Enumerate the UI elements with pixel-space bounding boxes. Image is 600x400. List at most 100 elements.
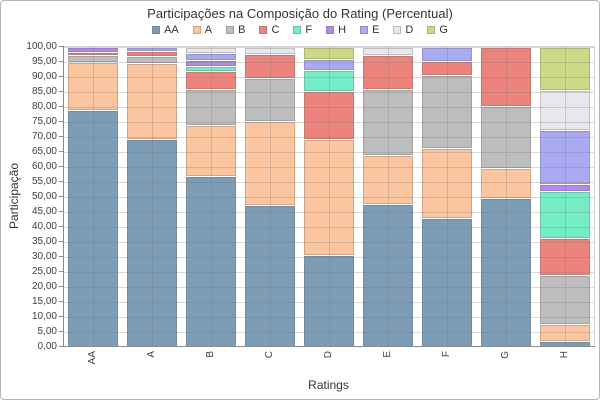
legend-label-D: D xyxy=(405,24,414,36)
legend-label-H: H xyxy=(338,24,347,36)
legend: AA A B C F H E D G xyxy=(1,24,599,36)
y-tick-label-40: 40,00 xyxy=(31,221,57,232)
bar-segment-H-B xyxy=(539,276,590,325)
bar-segment-B-C xyxy=(185,72,236,89)
y-tick-label-85: 85,00 xyxy=(31,86,57,97)
legend-swatch-D xyxy=(393,26,402,34)
bar-segment-A-B xyxy=(126,57,177,63)
bar-segment-AA-C xyxy=(67,52,118,56)
bar-segment-A-AA xyxy=(126,139,177,347)
chart-title: Participações na Composição do Rating (P… xyxy=(147,6,453,21)
legend-item-A: A xyxy=(192,24,213,36)
y-tick-mark xyxy=(59,91,63,92)
legend-swatch-A xyxy=(192,26,201,34)
bar-segment-H-AA xyxy=(539,342,590,347)
bar-segment-F-A xyxy=(421,148,472,218)
legend-item-D: D xyxy=(393,24,413,36)
bar-segment-H-F xyxy=(539,192,590,238)
bar-segment-AA-A xyxy=(67,63,118,110)
bar-segment-AA-AA xyxy=(67,111,118,347)
y-tick-mark xyxy=(59,346,63,347)
y-tick-mark xyxy=(59,136,63,137)
legend-swatch-C xyxy=(259,26,268,34)
bar-segment-AA-H xyxy=(67,48,118,52)
y-tick-label-20: 20,00 xyxy=(31,281,57,292)
y-tick-mark xyxy=(59,121,63,122)
y-tick-mark xyxy=(59,181,63,182)
bar-segment-C-A xyxy=(244,122,295,206)
bar-segment-AA-B xyxy=(67,56,118,62)
legend-swatch-F xyxy=(293,26,302,34)
y-tick-mark xyxy=(59,256,63,257)
legend-swatch-AA xyxy=(152,26,161,34)
x-tick-label-G: G xyxy=(499,351,511,359)
bar-segment-F-AA xyxy=(421,219,472,347)
bar-segment-H-H xyxy=(539,184,590,191)
bar-segment-B-B xyxy=(185,90,236,125)
x-tick-label-H: H xyxy=(558,351,570,359)
y-tick-label-65: 65,00 xyxy=(31,146,57,157)
legend-swatch-H xyxy=(326,26,335,34)
x-tick-label-C: C xyxy=(263,351,275,359)
bar-segment-G-C xyxy=(480,48,531,106)
y-tick-mark xyxy=(59,76,63,77)
bar-segment-D-C xyxy=(303,92,354,139)
y-tick-label-15: 15,00 xyxy=(31,296,57,307)
bar-segment-H-A xyxy=(539,325,590,341)
y-tick-label-30: 30,00 xyxy=(31,251,57,262)
legend-swatch-G xyxy=(427,26,436,34)
bar-segment-E-A xyxy=(362,156,413,204)
bar-segment-D-E xyxy=(303,60,354,70)
legend-label-A: A xyxy=(204,24,213,36)
y-tick-label-0: 0,00 xyxy=(37,341,57,352)
y-tick-mark xyxy=(59,241,63,242)
y-tick-label-70: 70,00 xyxy=(31,131,57,142)
y-tick-mark xyxy=(59,46,63,47)
bar-segment-B-F xyxy=(185,66,236,71)
y-tick-label-5: 5,00 xyxy=(37,326,57,337)
bar-segment-E-B xyxy=(362,89,413,155)
y-tick-mark xyxy=(59,331,63,332)
bar-segment-D-G xyxy=(303,48,354,60)
bar-segment-G-A xyxy=(480,168,531,198)
y-tick-label-35: 35,00 xyxy=(31,236,57,247)
y-tick-label-50: 50,00 xyxy=(31,191,57,202)
legend-item-B: B xyxy=(226,24,245,36)
y-tick-mark xyxy=(59,61,63,62)
y-tick-label-80: 80,00 xyxy=(31,101,57,112)
x-axis-line xyxy=(63,346,595,347)
y-tick-mark xyxy=(59,211,63,212)
bar-segment-B-H xyxy=(185,61,236,66)
bar-segment-F-B xyxy=(421,75,472,148)
y-tick-mark xyxy=(59,166,63,167)
bar-segment-C-C xyxy=(244,55,295,78)
legend-label-F: F xyxy=(305,24,313,36)
plot-area xyxy=(63,46,595,347)
legend-label-C: C xyxy=(271,24,280,36)
legend-item-H: H xyxy=(326,24,346,36)
legend-item-AA: AA xyxy=(152,24,179,36)
y-tick-mark xyxy=(59,106,63,107)
y-tick-label-100: 100,00 xyxy=(26,41,57,52)
bar-segment-A-A xyxy=(126,63,177,139)
y-tick-label-10: 10,00 xyxy=(31,311,57,322)
y-tick-label-45: 45,00 xyxy=(31,206,57,217)
x-tick-label-AA: AA xyxy=(86,351,98,365)
legend-item-C: C xyxy=(259,24,279,36)
bar-segment-H-E xyxy=(539,131,590,184)
y-tick-mark xyxy=(59,196,63,197)
legend-swatch-B xyxy=(226,26,235,34)
bar-segment-G-AA xyxy=(480,198,531,347)
y-tick-mark xyxy=(59,151,63,152)
bar-segment-E-AA xyxy=(362,204,413,347)
bar-segment-A-C xyxy=(126,51,177,56)
legend-item-G: G xyxy=(427,24,448,36)
legend-label-G: G xyxy=(439,24,448,36)
bar-segment-F-E xyxy=(421,48,472,62)
y-tick-mark xyxy=(59,286,63,287)
y-tick-mark xyxy=(59,301,63,302)
bar-segment-H-C xyxy=(539,238,590,275)
y-axis-line xyxy=(63,46,64,347)
bar-segment-C-D xyxy=(244,48,295,55)
x-axis-title: Ratings xyxy=(308,378,349,392)
